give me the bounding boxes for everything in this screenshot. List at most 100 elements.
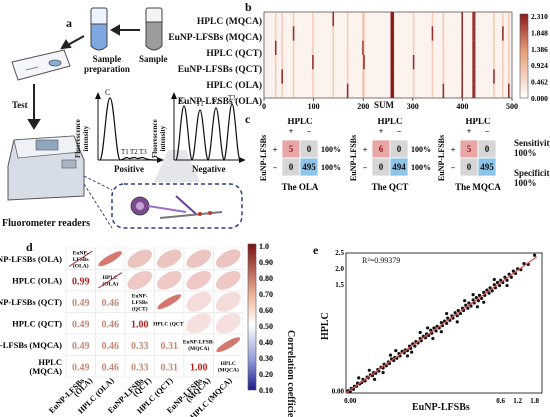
heatmap-row-label: EuNP-LFSBs (MQCA) — [168, 33, 262, 43]
scatter-point — [487, 291, 491, 295]
corr-ellipse — [215, 270, 241, 290]
scatter-point — [434, 329, 438, 333]
corr-row-label: EuNP-LFSBs (QCT) — [0, 297, 62, 307]
scatter-point — [388, 353, 393, 357]
heatmap-cell — [332, 69, 335, 84]
scatter-point — [456, 308, 460, 313]
heatmap-cell — [461, 26, 464, 41]
matrix-row-plus: + — [363, 146, 368, 155]
detection-zoom-icon — [130, 195, 223, 219]
heatmap-cell — [390, 83, 393, 98]
heatmap-x-tick-label: 400 — [456, 102, 468, 111]
heatmap-cell — [392, 55, 395, 70]
heatmap-colorbar-tick: 1.848 — [531, 28, 548, 37]
corr-row-label: EuNP-LFSBs (MQCA) — [0, 340, 62, 350]
heatmap-cell — [392, 69, 395, 84]
heatmap-cell — [292, 69, 295, 84]
heatmap-cell — [431, 12, 434, 27]
heatmap-cell — [332, 55, 335, 70]
heatmap-cell — [442, 12, 445, 27]
specificity-label: Specificity 100% — [514, 168, 550, 188]
heatmap-cell — [362, 69, 364, 84]
matrix-header: HPLC — [287, 118, 312, 126]
heatmap-cell — [472, 26, 474, 41]
matrix-plus: + — [379, 127, 384, 136]
corr-row-label: HPLC (QCT) — [12, 318, 62, 328]
matrix-row-label: EuNP-LFSBs — [259, 135, 268, 181]
arrow-icon — [27, 24, 140, 130]
heatmap-cell — [281, 69, 283, 84]
corr-diag-label: (OLA) — [73, 262, 89, 269]
scatter-point — [432, 326, 436, 330]
heatmap-cell — [412, 26, 415, 41]
corr-colorbar-tick: 0.90 — [259, 258, 273, 267]
scatter-point — [482, 300, 486, 304]
corr-ellipse — [186, 249, 212, 268]
heatmap-cell — [274, 12, 277, 27]
corr-row-label: EuNP-LFSBs (OLA) — [0, 254, 62, 264]
corr-row-label: HPLC (OLA) — [12, 275, 62, 285]
corr-ellipse — [216, 337, 241, 353]
matrix-plus: + — [467, 127, 472, 136]
heatmap-cell — [473, 69, 476, 84]
corr-diag-label: (MQCA) — [188, 345, 209, 352]
corr-ellipse — [215, 249, 241, 268]
heatmap-cell — [508, 83, 510, 98]
heatmap-cell — [346, 83, 349, 98]
r-squared-annotation: R²=0.99379 — [362, 256, 401, 265]
heatmap-cell — [274, 83, 277, 98]
heatmap-cell — [363, 40, 365, 55]
matrix-row-plus: + — [451, 146, 456, 155]
heatmap-cell — [431, 40, 434, 55]
heatmap-cell — [442, 83, 445, 98]
matrix-minus: − — [397, 127, 402, 136]
heatmap-colorbar-tick: 1.386 — [531, 45, 548, 54]
heatmap-cell — [332, 26, 335, 41]
heatmap-x-tick-label: 300 — [407, 102, 419, 111]
heatmap-cell — [431, 26, 434, 41]
heatmap-plot: 0 100 200 300 400 500 2.310 1.848 1.386 0.924 0.46… — [262, 11, 548, 111]
heatmap-cell — [473, 40, 476, 55]
positive-fluorescence-curve — [95, 92, 164, 163]
heatmap-cell — [502, 26, 504, 41]
heatmap-cell — [312, 40, 314, 55]
corr-ellipse — [186, 291, 212, 312]
heatmap-cell — [346, 55, 349, 70]
corr-value: 0.49 — [72, 341, 90, 352]
matrix-cell — [389, 157, 409, 177]
scatter-point — [381, 370, 385, 375]
heatmap-x-tick-label: 500 — [506, 102, 518, 111]
heatmap-cell — [412, 12, 415, 27]
scatter-y-label: HPLC — [320, 312, 331, 340]
scatter-point — [373, 377, 377, 381]
heatmap-colorbar-tick: 0.462 — [531, 78, 548, 87]
zoom-lines — [83, 175, 243, 229]
corr-value: 0.49 — [72, 298, 90, 309]
corr-diag-line — [98, 272, 123, 289]
heatmap-cell — [502, 12, 504, 27]
scatter-point — [418, 330, 422, 335]
scatter-point — [522, 261, 526, 266]
heatmap-cell — [362, 40, 364, 55]
scatter-point — [367, 368, 371, 372]
matrix-cell-value: 495 — [302, 162, 316, 172]
test-label: Test — [12, 100, 28, 110]
scatter-point — [439, 330, 443, 334]
corr-colorbar — [247, 243, 257, 391]
heatmap-colorbar-tick: 2.310 — [531, 12, 548, 21]
heatmap-cell — [502, 40, 504, 55]
heatmap-cell — [346, 69, 349, 84]
fluorometer-device-icon — [7, 135, 85, 201]
heatmap-cell — [508, 69, 510, 84]
heatmap-cell — [363, 55, 365, 70]
panel-label-c: c — [245, 112, 251, 126]
heatmap-cell — [312, 55, 314, 70]
heatmap-cell — [412, 69, 415, 84]
heatmap-row-label: EuNP-LFSBs (QCT) — [177, 65, 262, 75]
matrix-pct: 100% — [321, 145, 341, 154]
heatmap-cell — [412, 83, 415, 98]
heatmap-cell — [442, 55, 445, 70]
scatter-point — [482, 290, 486, 294]
scatter-point — [429, 328, 433, 332]
fluorescence-intensity-label-neg: Fluorescence intensity — [151, 119, 167, 158]
